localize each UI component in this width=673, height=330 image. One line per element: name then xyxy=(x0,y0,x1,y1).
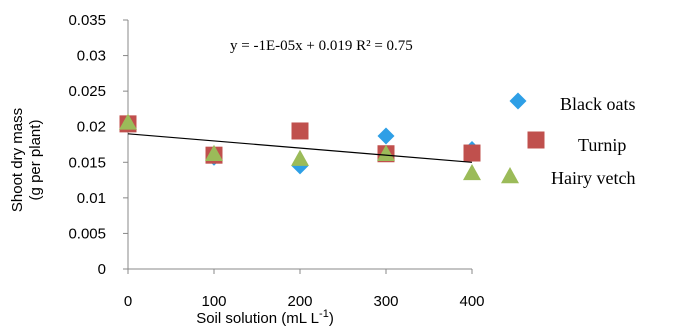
trendline-equation: y = -1E-05x + 0.019 R² = 0.75 xyxy=(230,38,413,54)
y-tick-label: 0.035 xyxy=(68,12,106,29)
x-axis-title: Soil solution (mL L-1) xyxy=(196,308,334,327)
trendline xyxy=(127,133,473,163)
turnip-point xyxy=(291,122,309,140)
hairy-vetch-point xyxy=(119,113,137,130)
legend-label-hairy-vetch: Hairy vetch xyxy=(551,168,635,188)
hairy-vetch-point xyxy=(377,144,395,161)
x-tick-label: 300 xyxy=(373,293,398,310)
hairy-vetch-point xyxy=(463,163,481,181)
y-tick-label: 0.01 xyxy=(77,190,106,207)
y-axis-title-units: (g per plant) xyxy=(27,120,44,201)
y-tick-label: 0.025 xyxy=(68,83,106,100)
x-tick-label: 400 xyxy=(459,293,484,310)
axes: 0 0.005 0.01 0.015 0.02 0.025 0.03 0.035 0 100 200… xyxy=(68,12,484,310)
legend-label-black-oats: Black oats xyxy=(560,94,635,114)
hairy-vetch-point xyxy=(205,144,223,161)
y-tick-label: 0.03 xyxy=(77,48,106,65)
x-axis-title-main: Soil solution (mL L xyxy=(196,310,319,327)
y-tick-label: 0 xyxy=(98,261,106,278)
turnip-point xyxy=(463,144,481,162)
legend-marker-turnip xyxy=(527,131,545,149)
legend-label-turnip: Turnip xyxy=(578,135,626,155)
x-tick-label: 100 xyxy=(201,293,226,310)
legend-marker-black-oats xyxy=(509,92,527,110)
x-tick-label: 200 xyxy=(287,293,312,310)
x-tick-label: 0 xyxy=(124,293,132,310)
x-axis-title-sup: -1 xyxy=(319,308,329,320)
chart-marks xyxy=(119,113,481,181)
hairy-vetch-point xyxy=(291,149,309,166)
x-axis-title-close: ) xyxy=(329,310,334,327)
legend-marker-hairy-vetch xyxy=(501,167,519,184)
y-tick-label: 0.02 xyxy=(77,119,106,136)
black-oats-point xyxy=(377,127,395,145)
y-axis-title: Shoot dry mass xyxy=(9,108,26,212)
y-tick-label: 0.015 xyxy=(68,154,106,171)
legend: Black oats Turnip Hairy vetch xyxy=(501,92,635,188)
y-tick-label: 0.005 xyxy=(68,225,106,242)
